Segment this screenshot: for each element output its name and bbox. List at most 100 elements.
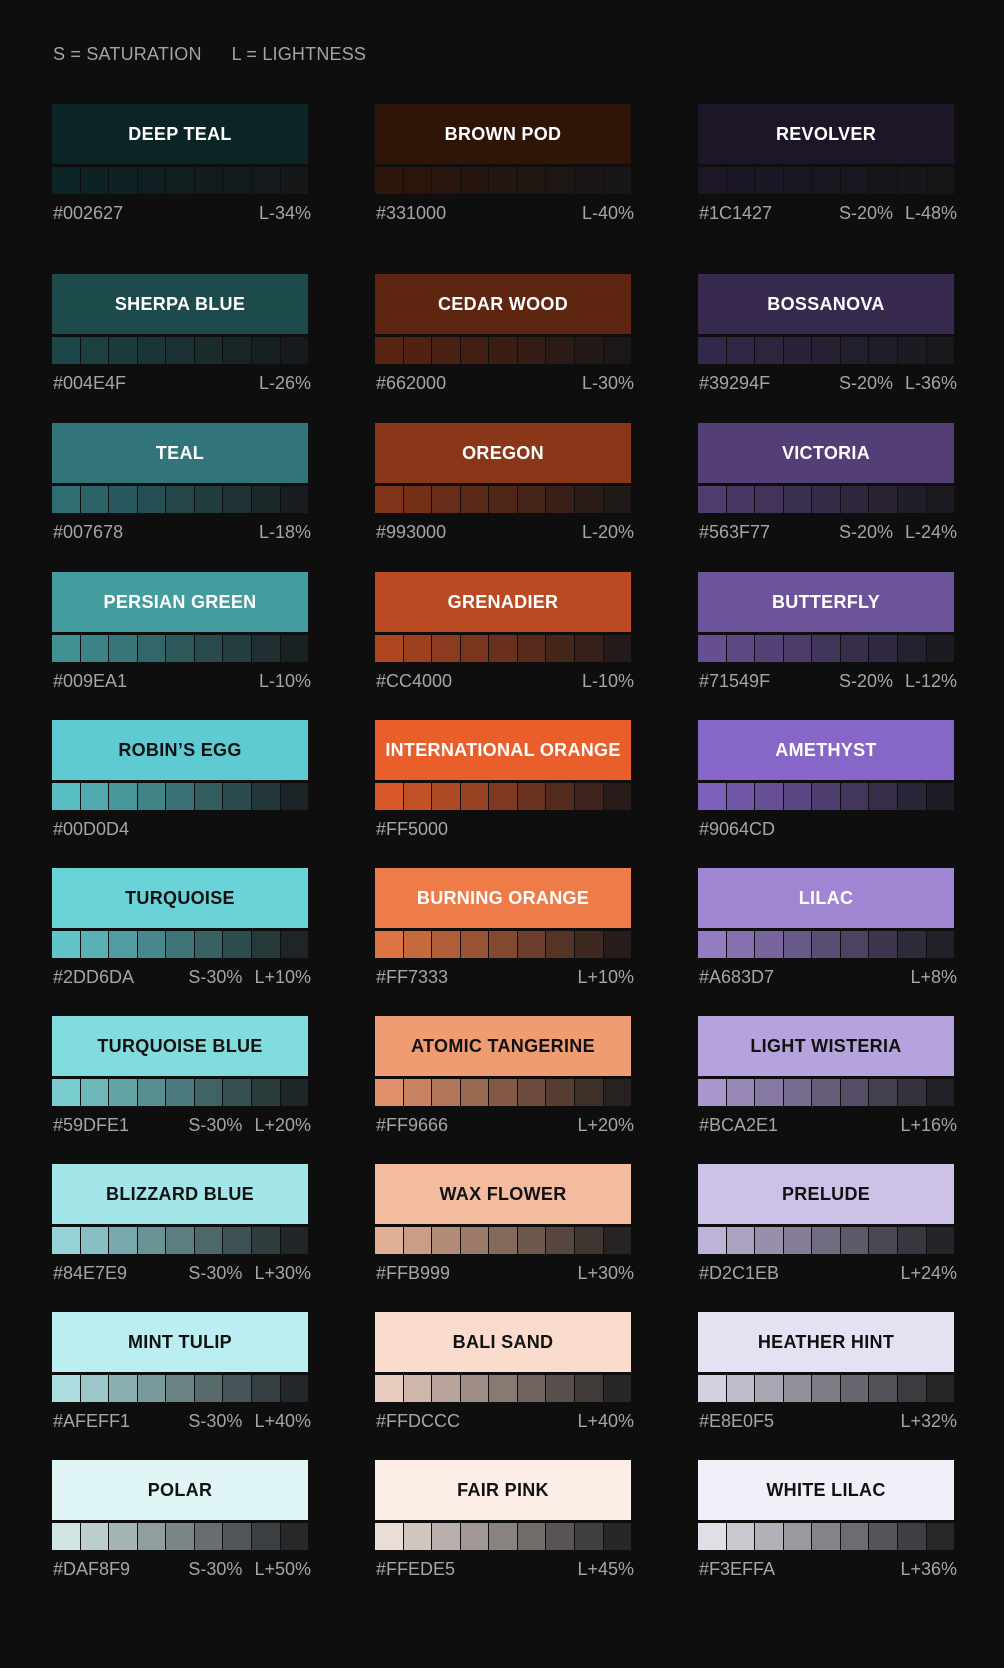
- shade-cell: [223, 1227, 251, 1254]
- swatch-card: LILAC #A683D7 L+8%: [698, 868, 957, 998]
- shade-cell: [194, 486, 223, 513]
- shade-cell: [574, 1523, 603, 1550]
- shade-cell: [517, 783, 546, 810]
- shade-cell: [840, 931, 869, 958]
- saturation-adjustment: S-20%: [838, 671, 893, 691]
- swatch-meta: #004E4F L-26%: [53, 373, 311, 397]
- shade-strip: [698, 1079, 955, 1106]
- shade-cell: [755, 635, 783, 662]
- shade-cell: [726, 1523, 755, 1550]
- shade-cell: [80, 931, 109, 958]
- shade-cell: [403, 1523, 432, 1550]
- swatch-card: PRELUDE #D2C1EB L+24%: [698, 1164, 957, 1294]
- shade-cell: [460, 1523, 489, 1550]
- shade-strip: [375, 1375, 632, 1402]
- shade-cell: [603, 167, 632, 194]
- adjustments: L+20%: [565, 1115, 634, 1136]
- shade-strip: [52, 167, 309, 194]
- lightness-adjustment: L-20%: [581, 522, 634, 542]
- shade-cell: [280, 1523, 309, 1550]
- lightness-adjustment: L+40%: [254, 1411, 311, 1431]
- shade-cell: [603, 1227, 632, 1254]
- shade-cell: [52, 931, 80, 958]
- hex-code: #331000: [376, 203, 447, 223]
- hex-code: #84E7E9: [53, 1263, 128, 1283]
- swatch-card: SHERPA BLUE #004E4F L-26%: [52, 274, 311, 404]
- shade-cell: [432, 783, 460, 810]
- swatch-card: MINT TULIP #AFEFF1 S-30% L+40%: [52, 1312, 311, 1442]
- adjustments: L+40%: [565, 1411, 634, 1432]
- hex-code: #9064CD: [699, 819, 776, 839]
- shade-cell: [546, 1227, 574, 1254]
- shade-cell: [812, 1227, 840, 1254]
- shade-strip: [698, 486, 955, 513]
- shade-cell: [460, 1227, 489, 1254]
- shade-cell: [52, 783, 80, 810]
- shade-cell: [783, 1375, 812, 1402]
- shade-cell: [812, 486, 840, 513]
- swatch-meta: #71549F S-20% L-12%: [699, 671, 957, 695]
- shade-cell: [109, 167, 137, 194]
- shade-cell: [574, 1375, 603, 1402]
- swatch-name: BURNING ORANGE: [375, 868, 631, 928]
- shade-cell: [109, 1227, 137, 1254]
- shade-cell: [109, 337, 137, 364]
- shade-strip: [52, 635, 309, 662]
- swatch-name: ROBIN’S EGG: [52, 720, 308, 780]
- shade-cell: [783, 486, 812, 513]
- shade-cell: [489, 1079, 517, 1106]
- shade-cell: [194, 1079, 223, 1106]
- shade-cell: [783, 1523, 812, 1550]
- saturation-adjustment: S-20%: [838, 373, 893, 393]
- shade-cell: [375, 1227, 403, 1254]
- shade-cell: [251, 337, 280, 364]
- shade-cell: [517, 1079, 546, 1106]
- shade-cell: [166, 486, 194, 513]
- shade-strip: [375, 337, 632, 364]
- swatch-card: DEEP TEAL #002627 L-34%: [52, 104, 311, 234]
- shade-cell: [897, 931, 926, 958]
- swatch-meta: #FFEDE5 L+45%: [376, 1559, 634, 1583]
- shade-cell: [574, 931, 603, 958]
- lightness-adjustment: L-26%: [258, 373, 311, 393]
- shade-cell: [460, 783, 489, 810]
- shade-cell: [137, 167, 166, 194]
- shade-cell: [726, 931, 755, 958]
- shade-cell: [840, 1079, 869, 1106]
- shade-cell: [869, 337, 897, 364]
- shade-strip: [52, 337, 309, 364]
- shade-cell: [194, 931, 223, 958]
- shade-strip: [698, 931, 955, 958]
- shade-cell: [166, 1523, 194, 1550]
- shade-cell: [517, 635, 546, 662]
- lightness-adjustment: L-12%: [904, 671, 957, 691]
- shade-cell: [869, 635, 897, 662]
- shade-cell: [869, 486, 897, 513]
- swatch-card: GRENADIER #CC4000 L-10%: [375, 572, 634, 702]
- shade-cell: [489, 486, 517, 513]
- shade-cell: [897, 486, 926, 513]
- swatch-card: POLAR #DAF8F9 S-30% L+50%: [52, 1460, 311, 1590]
- shade-cell: [783, 1227, 812, 1254]
- shade-cell: [194, 635, 223, 662]
- shade-cell: [897, 1079, 926, 1106]
- shade-cell: [109, 783, 137, 810]
- swatch-name: WAX FLOWER: [375, 1164, 631, 1224]
- shade-cell: [698, 486, 726, 513]
- shade-cell: [166, 337, 194, 364]
- swatch-card: BURNING ORANGE #FF7333 L+10%: [375, 868, 634, 998]
- hex-code: #662000: [376, 373, 447, 393]
- shade-cell: [869, 1523, 897, 1550]
- shade-cell: [783, 931, 812, 958]
- adjustments: L+8%: [898, 967, 957, 988]
- shade-cell: [897, 1227, 926, 1254]
- shade-cell: [375, 931, 403, 958]
- swatch-card: WAX FLOWER #FFB999 L+30%: [375, 1164, 634, 1294]
- shade-cell: [223, 1523, 251, 1550]
- lightness-adjustment: L+10%: [577, 967, 634, 987]
- adjustments: S-30% L+50%: [176, 1559, 311, 1580]
- hex-code: #FFB999: [376, 1263, 451, 1283]
- lightness-adjustment: L-18%: [258, 522, 311, 542]
- shade-cell: [840, 1227, 869, 1254]
- shade-cell: [166, 1227, 194, 1254]
